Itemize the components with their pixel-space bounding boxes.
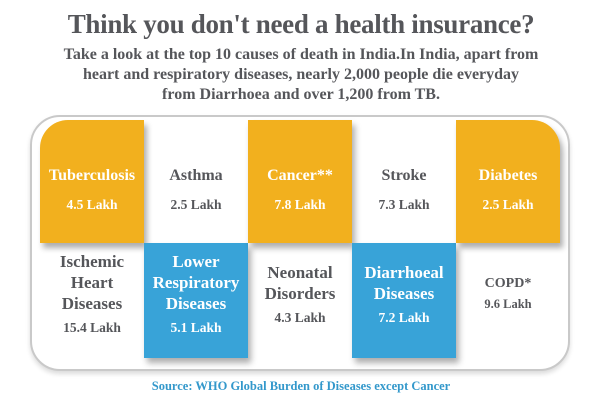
card-value: 7.8 Lakh — [274, 197, 326, 212]
card-value: 5.1 Lakh — [170, 320, 222, 335]
card-tuberculosis: Tuberculosis 4.5 Lakh — [40, 120, 144, 243]
source-note: Source: WHO Global Burden of Diseases ex… — [151, 379, 451, 393]
card-copd: COPD* 9.6 Lakh — [456, 243, 560, 358]
card-title: Diabetes — [478, 167, 538, 184]
card-value: 4.5 Lakh — [66, 197, 118, 212]
card-stroke: Stroke 7.3 Lakh — [352, 120, 456, 243]
card-diarrhoeal-diseases: Diarrhoeal Diseases 7.2 Lakh — [352, 243, 456, 358]
subtitle-line-2: heart and respiratory diseases, nearly 2… — [82, 66, 520, 83]
card-title: Stroke — [381, 167, 427, 184]
card-value: 9.6 Lakh — [484, 296, 532, 311]
column-2: Asthma 2.5 Lakh Lower Respiratory Diseas… — [144, 120, 248, 358]
card-ischemic-heart-diseases: Ischemic Heart Diseases 15.4 Lakh — [40, 243, 144, 358]
card-title: Tuberculosis — [48, 167, 136, 184]
column-5: Diabetes 2.5 Lakh COPD* 9.6 Lakh — [456, 120, 560, 358]
card-cancer: Cancer** 7.8 Lakh — [248, 120, 352, 243]
card-diabetes: Diabetes 2.5 Lakh — [456, 120, 560, 243]
subtitle: Take a look at the top 10 causes of deat… — [0, 45, 602, 105]
card-value: 7.3 Lakh — [378, 197, 430, 212]
column-1: Tuberculosis 4.5 Lakh Ischemic Heart Dis… — [40, 120, 144, 358]
card-asthma: Asthma 2.5 Lakh — [144, 120, 248, 243]
card-value: 2.5 Lakh — [482, 197, 534, 212]
causes-grid: Tuberculosis 4.5 Lakh Ischemic Heart Dis… — [40, 120, 560, 358]
column-4: Stroke 7.3 Lakh Diarrhoeal Diseases 7.2 … — [352, 120, 456, 358]
card-title: Asthma — [169, 167, 223, 184]
subtitle-line-3: from Diarrhoea and over 1,200 from TB. — [162, 86, 440, 103]
column-3: Cancer** 7.8 Lakh Neonatal Disorders 4.3… — [248, 120, 352, 358]
card-title: Diarrhoeal Diseases — [364, 262, 444, 303]
card-title: Lower Respiratory Diseases — [152, 252, 240, 313]
card-value: 4.3 Lakh — [274, 309, 326, 325]
subtitle-line-1: Take a look at the top 10 causes of deat… — [63, 46, 539, 63]
card-value: 7.2 Lakh — [378, 309, 430, 325]
card-value: 2.5 Lakh — [170, 197, 222, 212]
card-title: Neonatal Disorders — [264, 262, 336, 303]
card-title: Ischemic Heart Diseases — [59, 252, 125, 313]
card-lower-respiratory-diseases: Lower Respiratory Diseases 5.1 Lakh — [144, 243, 248, 358]
card-value: 15.4 Lakh — [63, 320, 121, 335]
page-title: Think you don't need a health insurance? — [67, 9, 535, 39]
causes-of-death-panel: Tuberculosis 4.5 Lakh Ischemic Heart Dis… — [30, 115, 570, 371]
card-title: COPD* — [484, 275, 532, 291]
card-title: Cancer** — [267, 167, 333, 184]
card-neonatal-disorders: Neonatal Disorders 4.3 Lakh — [248, 243, 352, 358]
